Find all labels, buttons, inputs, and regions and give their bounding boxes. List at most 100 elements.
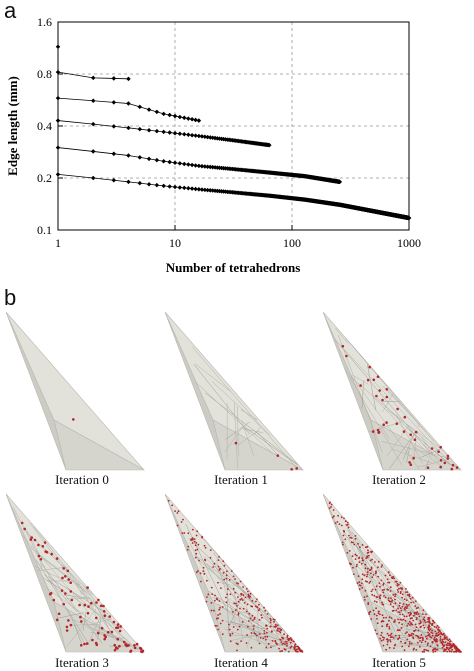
node-point xyxy=(447,457,450,460)
node-point xyxy=(353,573,355,575)
node-point xyxy=(393,637,395,639)
node-point xyxy=(395,581,397,583)
node-point xyxy=(381,564,383,566)
node-point xyxy=(277,629,279,631)
node-point xyxy=(243,608,245,610)
node-point xyxy=(230,635,232,637)
data-point xyxy=(126,77,131,82)
node-point xyxy=(387,644,389,646)
node-point xyxy=(171,504,173,506)
node-point xyxy=(456,648,458,650)
node-point xyxy=(395,593,397,595)
node-point xyxy=(117,623,120,626)
iteration-0-image xyxy=(6,310,158,475)
node-point xyxy=(286,645,288,647)
node-point xyxy=(50,553,53,556)
node-point xyxy=(397,591,399,593)
node-point xyxy=(211,610,213,612)
node-point xyxy=(226,601,228,603)
node-point xyxy=(387,633,389,635)
series-line xyxy=(58,174,409,218)
node-point xyxy=(139,647,142,650)
node-point xyxy=(264,632,266,634)
data-point xyxy=(155,110,160,115)
node-point xyxy=(376,615,378,617)
node-point xyxy=(369,569,371,571)
node-point xyxy=(181,521,183,523)
node-point xyxy=(70,590,73,593)
node-point xyxy=(23,528,26,531)
node-point xyxy=(212,566,214,568)
node-point xyxy=(294,644,296,646)
node-point xyxy=(250,593,252,595)
node-point xyxy=(194,538,196,540)
node-point xyxy=(206,596,208,598)
node-point xyxy=(435,631,437,633)
node-point xyxy=(329,502,331,504)
node-point xyxy=(280,641,282,643)
node-point xyxy=(287,635,289,637)
node-point xyxy=(67,619,70,622)
node-point xyxy=(64,575,67,578)
iteration-1-image xyxy=(165,310,317,475)
node-point xyxy=(381,640,383,642)
node-point xyxy=(411,617,413,619)
node-point xyxy=(375,596,377,598)
node-point xyxy=(383,589,385,591)
node-point xyxy=(382,584,384,586)
node-point xyxy=(375,571,377,573)
node-point xyxy=(374,613,376,615)
node-point xyxy=(213,610,215,612)
node-point xyxy=(247,626,249,628)
node-point xyxy=(231,570,233,572)
node-point xyxy=(202,570,204,572)
node-point xyxy=(402,606,404,608)
node-point xyxy=(416,611,418,613)
node-point xyxy=(220,587,222,589)
node-point xyxy=(406,599,408,601)
node-point xyxy=(438,626,440,628)
node-point xyxy=(262,638,264,640)
data-point xyxy=(178,185,183,190)
node-point xyxy=(206,580,208,582)
data-point xyxy=(112,124,117,129)
node-point xyxy=(381,602,383,604)
node-point xyxy=(259,619,261,621)
node-point xyxy=(124,643,127,646)
node-point xyxy=(419,637,421,639)
node-point xyxy=(266,632,268,634)
node-point xyxy=(374,561,376,563)
node-point xyxy=(397,589,399,591)
node-point xyxy=(418,613,420,615)
node-point xyxy=(459,650,461,652)
node-point xyxy=(301,650,303,652)
node-point xyxy=(450,640,452,642)
node-point xyxy=(425,636,427,638)
node-point xyxy=(203,573,205,575)
data-point xyxy=(112,100,117,105)
node-point xyxy=(100,605,103,608)
node-point xyxy=(265,625,267,627)
node-point xyxy=(442,639,444,641)
data-point xyxy=(56,96,61,101)
node-point xyxy=(395,635,397,637)
node-point xyxy=(407,594,409,596)
node-point xyxy=(430,645,432,647)
node-point xyxy=(409,614,411,616)
node-point xyxy=(426,638,428,640)
data-point xyxy=(173,185,178,190)
node-point xyxy=(377,375,380,378)
node-point xyxy=(389,616,391,618)
node-point xyxy=(259,633,261,635)
data-point xyxy=(186,133,191,138)
data-point xyxy=(147,182,152,187)
node-point xyxy=(119,625,122,628)
node-point xyxy=(104,614,107,617)
node-point xyxy=(431,630,433,632)
node-point xyxy=(407,639,409,641)
node-point xyxy=(390,590,392,592)
node-point xyxy=(408,461,411,464)
node-point xyxy=(357,582,359,584)
node-point xyxy=(181,532,183,534)
node-point xyxy=(421,634,423,636)
